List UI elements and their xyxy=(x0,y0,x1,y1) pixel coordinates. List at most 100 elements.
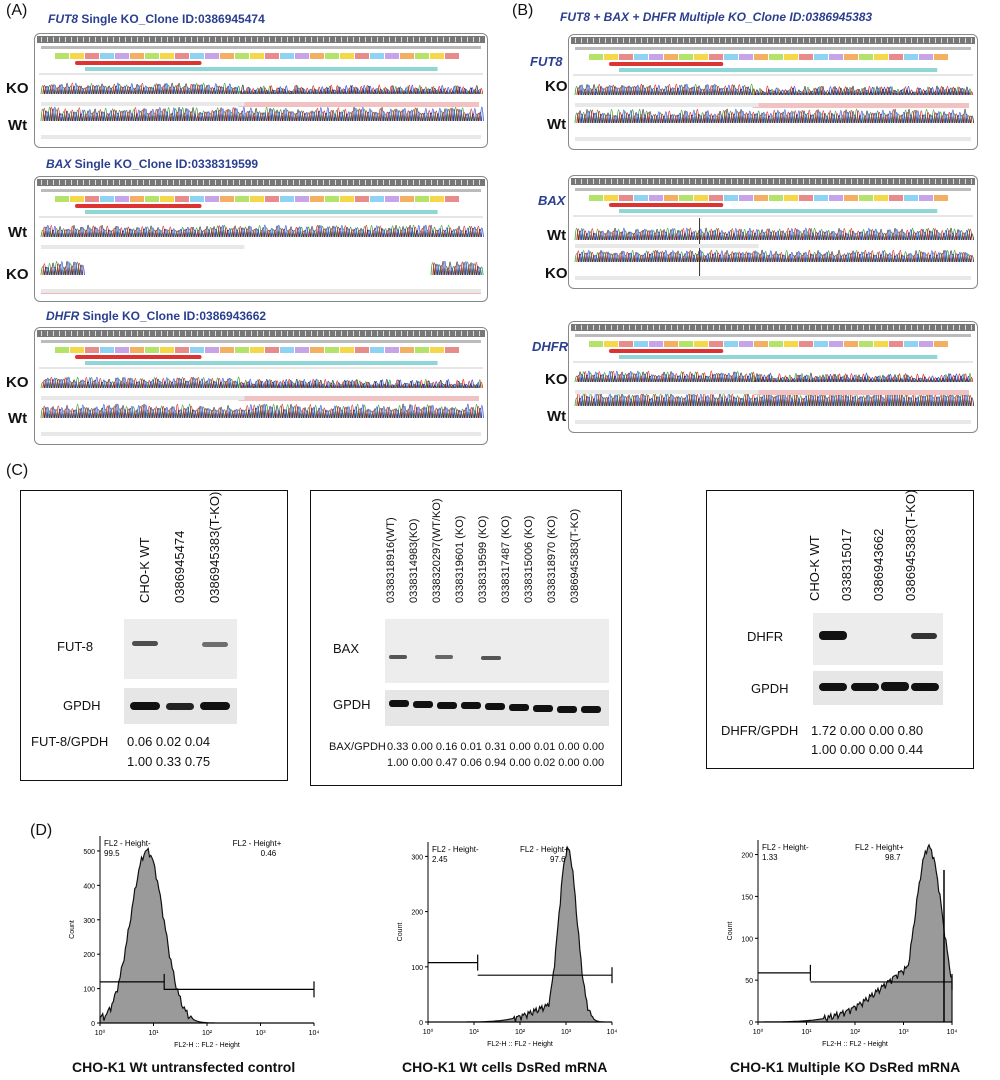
x-tick-label: 10³ xyxy=(561,1029,572,1036)
x-axis-label: FL2-H :: FL2 - Height xyxy=(822,1041,888,1048)
fut8-single-row-label: Wt xyxy=(8,117,28,134)
y-tick-label: 300 xyxy=(83,918,95,925)
flow-caption-2: CHO-K1 Wt cells DsRed mRNA xyxy=(402,1059,608,1075)
chromatogram-traces xyxy=(571,324,975,424)
gpdh-band xyxy=(130,702,160,710)
dhfr-western-blot: CHO-K WT 0338315017 0386943662 038694538… xyxy=(706,490,974,769)
x-tick-label: 10² xyxy=(850,1029,861,1036)
fut8-band xyxy=(132,641,158,646)
blot2-lane-label: 0338318970 (KO) xyxy=(546,515,558,603)
flow-histogram-1: 0 100 200 300 400 500 10⁰ 10¹ 10² 10³ 10⁴ Count FL2-… xyxy=(60,828,320,1053)
dhfr-band xyxy=(819,631,847,640)
multi-fut8-row-label: Wt xyxy=(547,116,567,133)
gate-negative-label: FL2 - Height- xyxy=(104,839,151,848)
multi-dhfr-label: DHFR xyxy=(532,339,569,354)
blot1-lane-label: 0386945474 xyxy=(172,530,187,603)
x-tick-label: 10² xyxy=(202,1030,213,1037)
gate-negative-label: FL2 - Height- xyxy=(432,845,479,854)
fut8-single-title: FUT8 Single KO_Clone ID:0386945474 xyxy=(48,12,265,26)
gpdh-band xyxy=(911,683,939,691)
y-tick-label: 200 xyxy=(83,952,95,959)
y-tick-label: 0 xyxy=(749,1020,753,1027)
blot3-ratio-row: 1.72 0.00 0.00 0.80 xyxy=(811,723,924,738)
x-tick-label: 10³ xyxy=(255,1030,266,1037)
gpdh-band xyxy=(881,682,909,691)
bax-single-title: BAX Single KO_Clone ID:0338319599 xyxy=(46,157,259,171)
multi-bax-chromatogram xyxy=(568,175,978,289)
x-tick-label: 10¹ xyxy=(801,1029,812,1036)
gate-positive-value: 0.46 xyxy=(261,849,277,858)
multi-dhfr-row-label: KO xyxy=(545,371,568,388)
bax-band xyxy=(481,656,501,660)
blot1-lane-label: CHO-K WT xyxy=(137,537,152,603)
dhfr-single-row-label: KO xyxy=(6,374,29,391)
gate-positive-value: 98.7 xyxy=(885,853,901,862)
gate-positive-label: FL2 - Height+ xyxy=(520,845,569,854)
x-tick-label: 10¹ xyxy=(469,1029,480,1036)
multi-dhfr-chromatogram xyxy=(568,321,978,433)
y-tick-label: 200 xyxy=(741,853,753,860)
flow-caption-3: CHO-K1 Multiple KO DsRed mRNA xyxy=(730,1059,961,1075)
multi-ko-title: FUT8 + BAX + DHFR Multiple KO_Clone ID:0… xyxy=(560,10,873,24)
x-tick-label: 10⁴ xyxy=(947,1029,958,1036)
gpdh-band xyxy=(485,703,505,711)
gpdh-band xyxy=(389,700,409,707)
flow-histogram-3: 0 50 100 150 200 10⁰ 10¹ 10² 10³ 10⁴ Count FL2-H ::… xyxy=(718,832,958,1052)
x-tick-label: 10² xyxy=(515,1029,526,1036)
gpdh-band xyxy=(413,700,433,708)
fut8-western-blot: CHO-K WT 0386945474 0386945383(T-KO) FUT… xyxy=(20,490,288,781)
x-tick-label: 10¹ xyxy=(148,1030,159,1037)
multi-bax-label: BAX xyxy=(538,193,566,208)
gate-negative-value: 1.33 xyxy=(762,853,778,862)
dhfr-single-row-label: Wt xyxy=(8,410,28,427)
gpdh-band xyxy=(200,702,230,710)
blot2-row-label: BAX xyxy=(333,641,360,656)
panel-d-letter: (D) xyxy=(30,822,53,839)
y-tick-label: 400 xyxy=(83,883,95,890)
y-tick-label: 50 xyxy=(745,978,753,985)
bax-band xyxy=(435,655,453,659)
fut8-single-row-label: KO xyxy=(6,80,29,97)
bax-western-blot: 0338318916(WT) 0338314983(KO) 0338320297… xyxy=(310,490,622,786)
dhfr-band xyxy=(911,633,937,639)
gate-positive-label: FL2 - Height+ xyxy=(855,843,904,852)
bax-single-row-label: KO xyxy=(6,266,29,283)
blot2-lane-label: 0338315006 (KO) xyxy=(523,515,535,603)
multi-fut8-label: FUT8 xyxy=(530,54,563,69)
blot3-lane-label: 0386943662 xyxy=(871,528,886,601)
dhfr-single-chromatogram xyxy=(34,327,488,445)
gpdh-band xyxy=(437,701,457,709)
blot2-ratio-row: 0.33 0.00 0.16 0.01 0.31 0.00 0.01 0.00 … xyxy=(387,741,605,753)
gate-positive-value: 97.6 xyxy=(550,855,566,864)
blot3-ratio-label: DHFR/GPDH xyxy=(721,723,799,738)
blot3-row-label: GPDH xyxy=(751,681,789,696)
blot2-ratio-label: BAX/GPDH xyxy=(329,741,386,753)
bax-single-row-label: Wt xyxy=(8,224,28,241)
panel-c-letter: (C) xyxy=(6,462,29,479)
gpdh-band xyxy=(166,703,194,710)
chromatogram-traces xyxy=(37,36,485,139)
y-tick-label: 100 xyxy=(83,987,95,994)
gate-negative-label: FL2 - Height- xyxy=(762,843,809,852)
blot2-lane-label: 0338319599 (KO) xyxy=(477,515,489,603)
blot3-lane-label: CHO-K WT xyxy=(807,535,822,601)
blot2-lane-label: 0338318916(WT) xyxy=(385,517,397,603)
gpdh-band xyxy=(819,683,847,691)
y-tick-label: 200 xyxy=(411,910,423,917)
y-tick-label: 500 xyxy=(83,849,95,856)
fut8-band xyxy=(202,642,228,647)
y-tick-label: 100 xyxy=(411,965,423,972)
blot2-lane-label: 0338320297(WT/KO) xyxy=(431,498,443,603)
x-tick-label: 10⁰ xyxy=(95,1029,106,1037)
gpdh-band xyxy=(533,704,553,712)
x-tick-label: 10⁴ xyxy=(309,1030,320,1037)
blot1-row-label: FUT-8 xyxy=(57,639,94,654)
multi-fut8-chromatogram xyxy=(568,34,978,150)
multi-bax-row-label: KO xyxy=(545,265,568,282)
dhfr-single-title: DHFR Single KO_Clone ID:0386943662 xyxy=(46,309,267,323)
gpdh-band xyxy=(509,704,529,711)
flow-histogram-2: 0 100 200 300 10⁰ 10¹ 10² 10³ 10⁴ Count FL2-H :: F… xyxy=(388,834,618,1052)
x-axis-label: FL2-H :: FL2 - Height xyxy=(487,1041,553,1048)
